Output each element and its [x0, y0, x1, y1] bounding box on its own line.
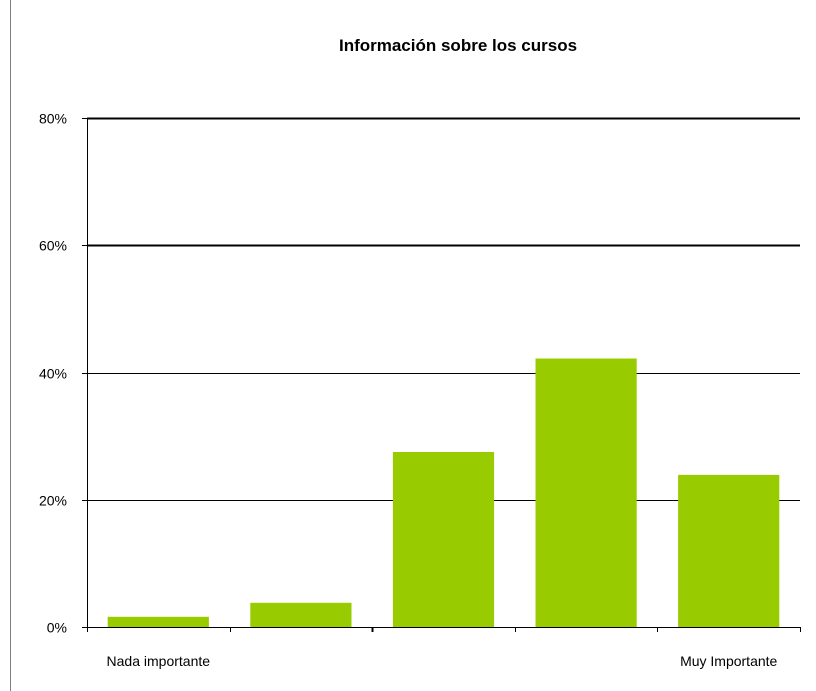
bar	[392, 452, 495, 627]
gridlines	[87, 117, 800, 501]
y-tick-label: 20%	[39, 493, 67, 509]
axes	[82, 118, 801, 632]
y-tick-label: 60%	[39, 238, 67, 254]
bar	[678, 474, 780, 627]
bar	[107, 616, 209, 627]
chart-title: Información sobre los cursos	[339, 36, 577, 55]
category-label: Nada importante	[107, 653, 211, 669]
bars	[107, 358, 780, 627]
category-label: Muy Importante	[680, 653, 777, 669]
y-tick-label: 40%	[39, 366, 67, 382]
y-tick-labels: 0% 20% 40% 60% 80%	[39, 111, 67, 636]
category-labels: Nada importante Muy Importante	[107, 653, 778, 669]
y-tick-label: 0%	[47, 620, 67, 636]
left-border-line	[10, 0, 11, 691]
y-tick-label: 80%	[39, 111, 67, 127]
bar	[250, 602, 352, 627]
bar	[535, 358, 637, 627]
